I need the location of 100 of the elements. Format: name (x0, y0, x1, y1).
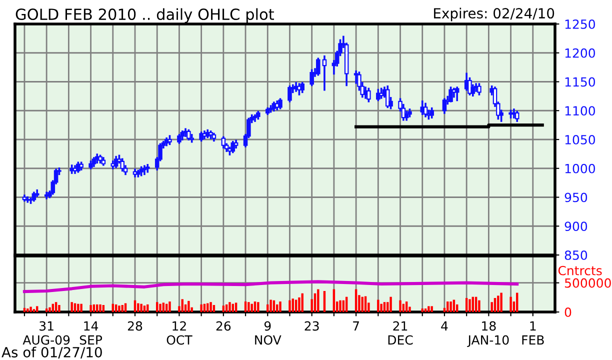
chart-title: GOLD FEB 2010 .. daily OHLC plot (16, 8, 274, 24)
bar (181, 299, 184, 312)
bar (490, 302, 493, 312)
candlestick (186, 129, 191, 140)
candlestick (316, 58, 320, 76)
candlestick (120, 158, 124, 172)
bar (118, 306, 120, 312)
candlestick (448, 86, 453, 102)
bar (497, 296, 500, 312)
bar (314, 293, 316, 312)
bar (225, 304, 228, 312)
bar (474, 296, 478, 312)
bar (446, 302, 449, 312)
bar (206, 303, 209, 312)
bar (450, 302, 452, 312)
bar (383, 302, 386, 312)
bar (54, 302, 58, 312)
x-tick-label: 7 (353, 321, 359, 331)
candlestick (366, 88, 371, 102)
bar (124, 303, 127, 312)
bar (298, 297, 300, 312)
bar (377, 300, 380, 312)
candlestick (288, 85, 292, 102)
bar (156, 302, 158, 312)
bar (276, 304, 278, 312)
bar (345, 296, 348, 312)
y-tick-label: 1000 (565, 164, 596, 174)
bar (390, 296, 392, 312)
x-tick-label: 21 DEC (388, 321, 413, 345)
bar (222, 306, 225, 312)
bar (121, 305, 124, 312)
text: Expires: 02/24/10 (434, 8, 554, 22)
bar (74, 303, 76, 312)
bar (465, 298, 468, 312)
bar (494, 298, 496, 312)
x-tick-label: 1 FEB (522, 321, 544, 345)
bar (500, 292, 502, 312)
candlestick (430, 107, 434, 118)
candlestick (278, 98, 282, 110)
bar (279, 302, 282, 312)
bar (456, 304, 458, 312)
y-tick-label: 1100 (565, 106, 596, 116)
bar (332, 289, 336, 312)
candlestick (477, 83, 482, 96)
text: As of 01/27/10 (2, 346, 102, 359)
bar (472, 296, 474, 312)
bar (301, 293, 304, 312)
x-tick-label: 14 SEP (80, 321, 102, 345)
candlestick (386, 85, 390, 108)
candlestick (514, 110, 520, 122)
candlestick (423, 102, 428, 118)
bar (421, 308, 424, 312)
bar (48, 307, 51, 312)
y-tick-label: 950 (564, 192, 588, 202)
bar (30, 306, 32, 312)
bar (317, 289, 320, 312)
x-tick-label: 9 NOV (255, 321, 282, 345)
y-tick-label: 1200 (565, 48, 596, 58)
y-tick-label: 500000 (564, 278, 611, 288)
bar (288, 300, 291, 312)
bar (510, 296, 512, 312)
bar (45, 308, 48, 312)
x-tick-label: 31 AUG-09 (22, 321, 70, 345)
y-tick-label: 0 (564, 307, 572, 317)
candlestick (146, 164, 150, 173)
bar (80, 304, 82, 312)
y-tick-label: 1050 (565, 134, 596, 144)
bar (143, 306, 146, 312)
candlestick (420, 100, 424, 115)
bar (468, 299, 471, 312)
candlestick (468, 77, 472, 96)
bar (248, 302, 250, 312)
bar (323, 291, 326, 312)
x-tick-label: 23 (304, 321, 319, 331)
bar (188, 300, 190, 312)
candlestick (322, 55, 327, 91)
bar (96, 304, 98, 312)
candlestick (379, 88, 384, 99)
bar (168, 302, 171, 312)
bar (292, 298, 294, 312)
bar (270, 300, 272, 312)
bar (58, 305, 60, 312)
candlestick (221, 136, 226, 148)
x-tick-label: 12 OCT (166, 321, 192, 345)
y-tick-label: 1150 (565, 77, 596, 87)
bar (210, 302, 212, 312)
bar (159, 304, 162, 312)
bar (32, 309, 36, 312)
y-tick-label: 900 (564, 222, 588, 232)
bar (228, 302, 231, 312)
bar (478, 300, 480, 312)
bar (102, 305, 105, 312)
bar (234, 302, 238, 312)
y-tick-label: 1250 (565, 19, 596, 29)
bar (380, 304, 382, 312)
candlestick (442, 98, 447, 114)
bar (339, 300, 342, 312)
x-tick-label: 18 JAN-10 (467, 321, 509, 348)
bar (212, 305, 216, 312)
bar (405, 302, 408, 312)
